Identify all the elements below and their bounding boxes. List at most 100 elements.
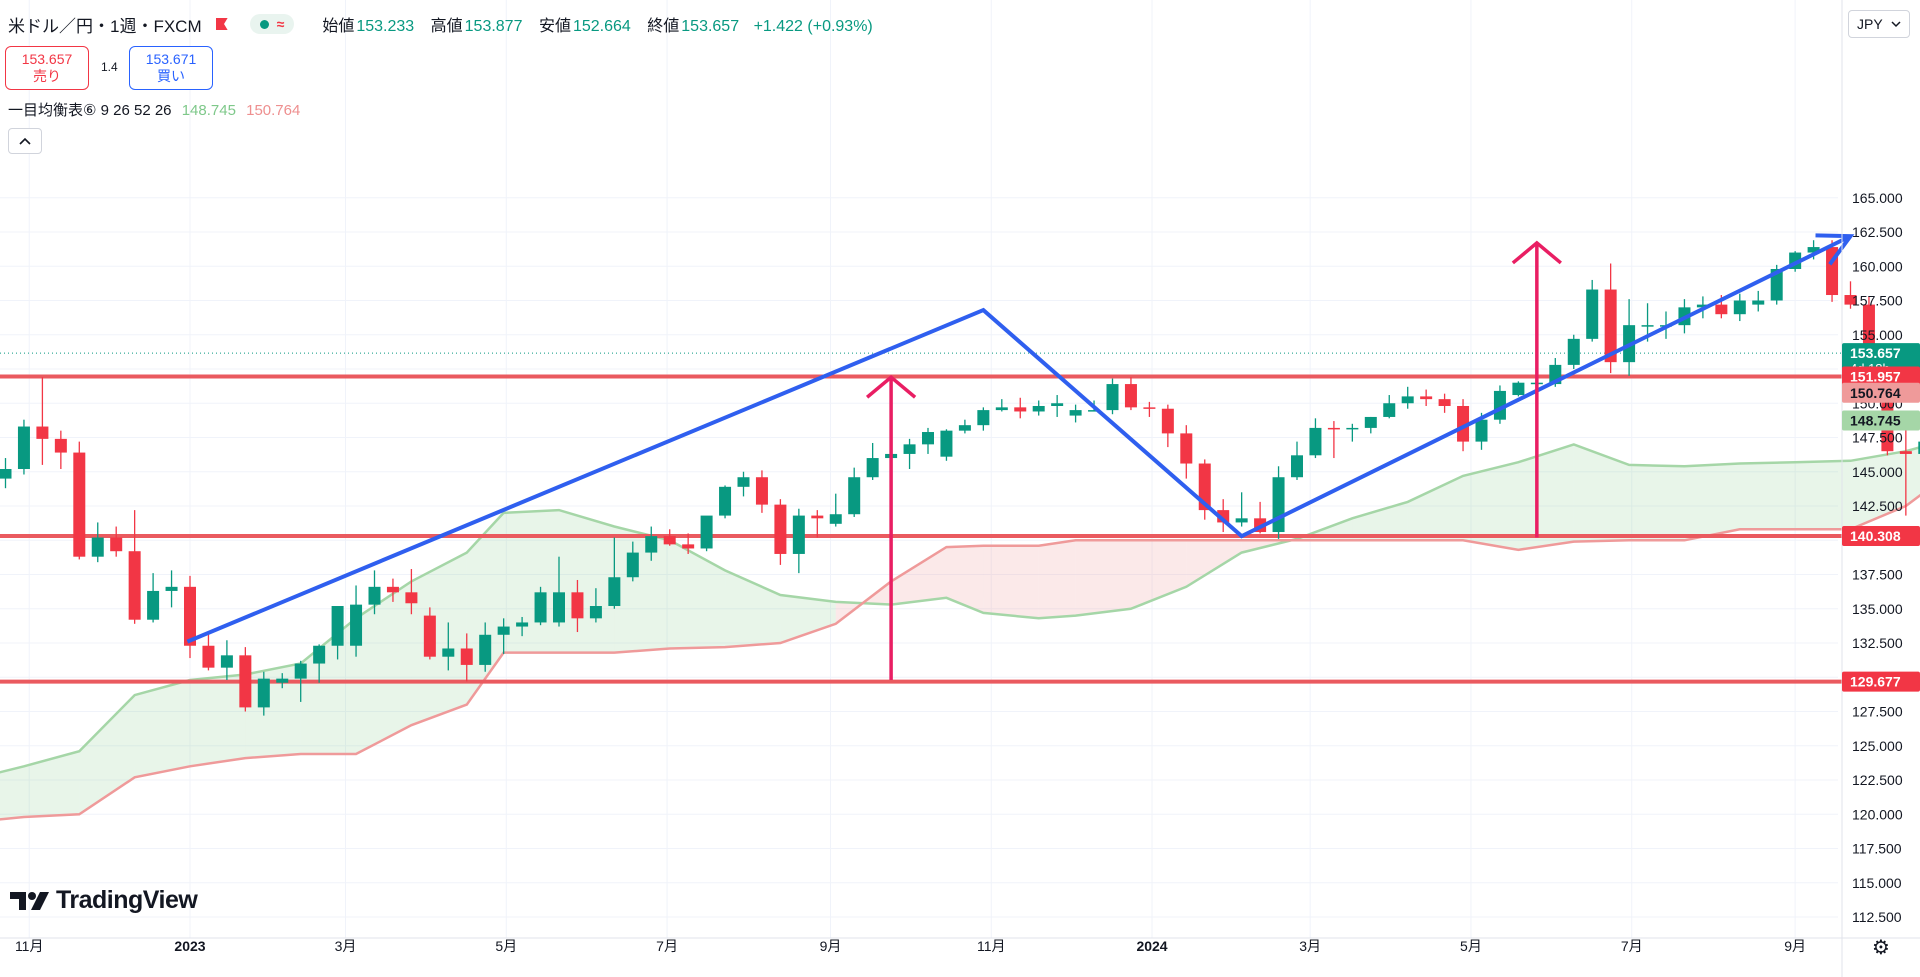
y-tick-label: 127.500 (1852, 704, 1903, 720)
settings-gear-icon[interactable]: ⚙ (1872, 937, 1890, 959)
cloud-segment (1518, 444, 1574, 550)
candle-body (866, 458, 879, 478)
candle-body (202, 645, 215, 668)
measure-arrow-down-head (1511, 240, 1562, 265)
x-tick-label: 2024 (1136, 938, 1167, 954)
candle (147, 573, 160, 623)
candle (626, 541, 639, 582)
candle (589, 588, 602, 623)
y-tick-label: 125.000 (1852, 738, 1903, 754)
cloud-segment (1905, 447, 1920, 506)
candle (1106, 378, 1119, 415)
candle-body (1438, 399, 1451, 406)
candle (1844, 281, 1857, 309)
market-open-dot-icon (259, 19, 269, 29)
candle (645, 526, 658, 561)
price-label-value: 148.745 (1850, 412, 1901, 428)
change-value: +1.422 (+0.93%) (753, 18, 873, 35)
cloud-segment (669, 540, 726, 649)
flag-icon[interactable] (215, 18, 228, 30)
y-tick-label: 122.500 (1852, 772, 1903, 788)
candle (719, 485, 732, 519)
candle-body (608, 577, 621, 607)
indicator-params: 9 26 52 26 (100, 102, 172, 119)
buy-button[interactable]: 153.671 買い (129, 46, 213, 90)
candle-body (1069, 410, 1082, 416)
candle (774, 499, 787, 565)
cloud-segment (245, 663, 301, 759)
candle (497, 618, 510, 654)
high-label: 高値 (430, 18, 463, 35)
candle-body (1143, 407, 1156, 409)
trend-drawings (186, 233, 1855, 680)
candle-body (128, 551, 141, 620)
cloud-segment (1186, 540, 1242, 587)
candle (128, 510, 141, 624)
candle (608, 537, 621, 609)
sell-button[interactable]: 153.657 売り (5, 46, 89, 90)
candle (110, 526, 123, 557)
candle (1364, 416, 1377, 434)
price-label-value: 129.677 (1850, 674, 1901, 690)
close-value: 153.657 (681, 18, 740, 35)
candle (1272, 466, 1285, 539)
cloud-segment (1352, 501, 1408, 541)
candle-body (1051, 403, 1064, 406)
candle-body (811, 515, 824, 519)
candle-body (73, 452, 86, 557)
candle (239, 647, 252, 712)
y-tick-label: 145.000 (1852, 464, 1903, 480)
candle-body (36, 426, 49, 439)
candle-body (1696, 304, 1709, 308)
candle (184, 575, 196, 659)
candle (276, 673, 289, 689)
candle (423, 607, 436, 660)
candle-body (1641, 325, 1654, 327)
candle (1346, 423, 1359, 442)
candle-body (1475, 419, 1488, 442)
candle-body (479, 634, 492, 665)
chevron-up-icon (19, 137, 31, 145)
price-label: 151.957 (1842, 366, 1920, 387)
candle (1623, 299, 1636, 376)
trend-line (186, 234, 1852, 644)
candle-body (663, 536, 676, 545)
candle (1327, 421, 1340, 459)
candle (1733, 293, 1746, 322)
indicator-value-green: 148.745 (181, 102, 236, 119)
chevron-down-icon (1891, 20, 1901, 27)
currency-selector[interactable]: JPY (1848, 10, 1910, 38)
candle (829, 493, 842, 527)
ohlc-values: 始値 153.233 高値 153.877 安値 152.664 終値 153.657 … (316, 12, 872, 36)
candle (202, 632, 215, 671)
y-tick-label: 162.500 (1852, 224, 1903, 240)
market-status-pill[interactable]: ≈ (249, 14, 295, 34)
symbol-title[interactable]: 米ドル／円・1週・FXCM (8, 16, 202, 36)
candle-body (719, 486, 732, 516)
candle (755, 470, 768, 513)
y-tick-label: 142.500 (1852, 498, 1903, 514)
candle (294, 660, 307, 702)
candle (1567, 334, 1580, 369)
tradingview-logo[interactable]: TradingView (10, 886, 198, 915)
candle-body (553, 592, 565, 623)
buy-price: 153.671 (145, 51, 197, 67)
candle-body (1327, 427, 1340, 430)
trend-arrowhead (1815, 233, 1855, 266)
candle (1918, 441, 1920, 454)
candle (682, 533, 695, 554)
candle-body (91, 537, 104, 557)
candle (922, 427, 934, 454)
cloud-segment (1850, 451, 1906, 530)
x-tick-label: 11月 (977, 938, 1006, 954)
candle-body (682, 544, 695, 549)
candle (257, 671, 270, 716)
candle-body (1420, 396, 1433, 400)
candle (1899, 423, 1912, 516)
candle-body (276, 678, 289, 683)
indicator-legend[interactable]: 一目均衡表⑥ 9 26 52 26 148.745 150.764 (8, 99, 300, 120)
candle-body (1807, 247, 1820, 253)
candle (331, 606, 344, 660)
collapse-legend-button[interactable] (8, 128, 42, 154)
